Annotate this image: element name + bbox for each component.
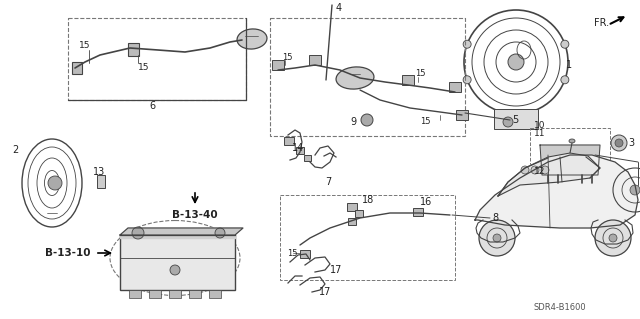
Bar (209, 290, 221, 298)
Bar (272, 60, 284, 70)
Text: 18: 18 (362, 195, 374, 205)
Text: 17: 17 (330, 265, 342, 275)
Text: 10: 10 (534, 122, 545, 130)
Text: SDR4-B1600: SDR4-B1600 (534, 303, 586, 313)
Text: 11: 11 (534, 130, 545, 138)
Circle shape (615, 139, 623, 147)
Text: 13: 13 (93, 167, 105, 177)
Ellipse shape (237, 29, 267, 49)
Circle shape (564, 154, 576, 166)
Text: B-13-10: B-13-10 (45, 248, 91, 258)
Bar (300, 250, 310, 258)
Text: 14: 14 (292, 143, 304, 153)
Bar (530, 128, 610, 183)
Text: 9: 9 (350, 117, 356, 127)
Bar (296, 147, 304, 154)
Circle shape (215, 228, 225, 238)
Circle shape (630, 185, 640, 195)
Text: 1: 1 (566, 60, 572, 70)
Bar (304, 155, 311, 161)
Polygon shape (498, 153, 600, 196)
Text: 2: 2 (12, 145, 19, 155)
Polygon shape (120, 228, 243, 235)
Circle shape (595, 220, 631, 256)
Circle shape (132, 227, 144, 239)
Text: 15: 15 (415, 69, 426, 78)
Text: 6: 6 (149, 101, 155, 111)
Circle shape (479, 220, 515, 256)
Bar (68, 18, 246, 100)
Ellipse shape (336, 67, 374, 89)
Text: 7: 7 (325, 177, 332, 187)
Circle shape (503, 117, 513, 127)
Bar (413, 208, 423, 216)
Circle shape (531, 166, 539, 174)
Bar (97, 175, 105, 188)
Circle shape (170, 265, 180, 275)
Bar (347, 203, 357, 211)
Text: 15: 15 (138, 63, 150, 71)
Bar (149, 290, 161, 298)
Bar (494, 109, 538, 129)
Circle shape (611, 135, 627, 151)
Text: 15: 15 (79, 41, 90, 49)
Text: 12: 12 (534, 167, 545, 176)
Circle shape (521, 166, 529, 174)
Text: 5: 5 (512, 115, 518, 125)
Text: 15: 15 (282, 53, 292, 62)
Text: 3: 3 (628, 138, 634, 148)
Text: 15: 15 (420, 117, 431, 127)
Text: 17: 17 (319, 287, 331, 297)
Circle shape (508, 54, 524, 70)
Bar (169, 290, 181, 298)
Bar (72, 62, 82, 74)
Circle shape (48, 176, 62, 190)
Bar (456, 110, 468, 120)
Circle shape (361, 114, 373, 126)
Circle shape (609, 234, 617, 242)
Text: B-13-40: B-13-40 (172, 210, 218, 220)
Text: FR.: FR. (594, 18, 609, 28)
Circle shape (493, 234, 501, 242)
Circle shape (561, 76, 569, 84)
Polygon shape (120, 235, 235, 238)
Polygon shape (475, 155, 638, 228)
Bar (120, 235, 235, 290)
Text: 16: 16 (420, 197, 432, 207)
Bar (355, 210, 363, 217)
Circle shape (541, 166, 549, 174)
Bar (284, 137, 294, 145)
Bar (449, 82, 461, 92)
Polygon shape (540, 145, 600, 175)
Text: 15: 15 (287, 249, 298, 258)
Circle shape (561, 40, 569, 48)
Bar (348, 218, 356, 225)
Circle shape (463, 40, 471, 48)
Circle shape (463, 76, 471, 84)
Text: 4: 4 (336, 3, 342, 13)
Bar (309, 55, 321, 65)
Bar (270, 18, 465, 136)
Bar (280, 195, 455, 280)
Bar (189, 290, 201, 298)
Bar (129, 290, 141, 298)
Bar (128, 43, 139, 56)
Bar (402, 75, 414, 85)
Text: 8: 8 (492, 213, 498, 223)
Ellipse shape (569, 139, 575, 143)
